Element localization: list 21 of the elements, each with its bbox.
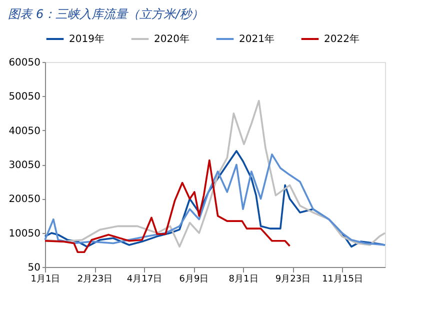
line-series: [44, 100, 386, 248]
line-series: [44, 159, 291, 254]
y-tick-label: 60050: [8, 58, 40, 68]
y-tick-label: 50: [28, 262, 40, 274]
x-tick-label: 6月9日: [179, 274, 209, 284]
legend-label: 2020年: [154, 33, 190, 45]
x-tick-label: 11月15日: [322, 274, 363, 284]
legend-label: 2019年: [69, 33, 104, 45]
y-tick-label: 30050: [8, 160, 40, 171]
x-tick-label: 8月1日: [228, 274, 258, 284]
x-tick-label: 9月23日: [275, 274, 311, 284]
chart-title: 图表 6：三峡入库流量（立方米/秒）: [8, 7, 204, 21]
x-tick-label: 4月17日: [126, 274, 162, 284]
y-tick-label: 10050: [8, 228, 40, 240]
x-tick-label: 1月1日: [30, 274, 60, 284]
y-tick-label: 40050: [8, 126, 40, 137]
legend-label: 2021年: [239, 33, 274, 45]
y-tick-label: 20050: [8, 194, 40, 206]
legend-label: 2022年: [324, 33, 360, 45]
x-tick-label: 2月23日: [77, 274, 113, 284]
y-tick-label: 50050: [8, 92, 40, 103]
